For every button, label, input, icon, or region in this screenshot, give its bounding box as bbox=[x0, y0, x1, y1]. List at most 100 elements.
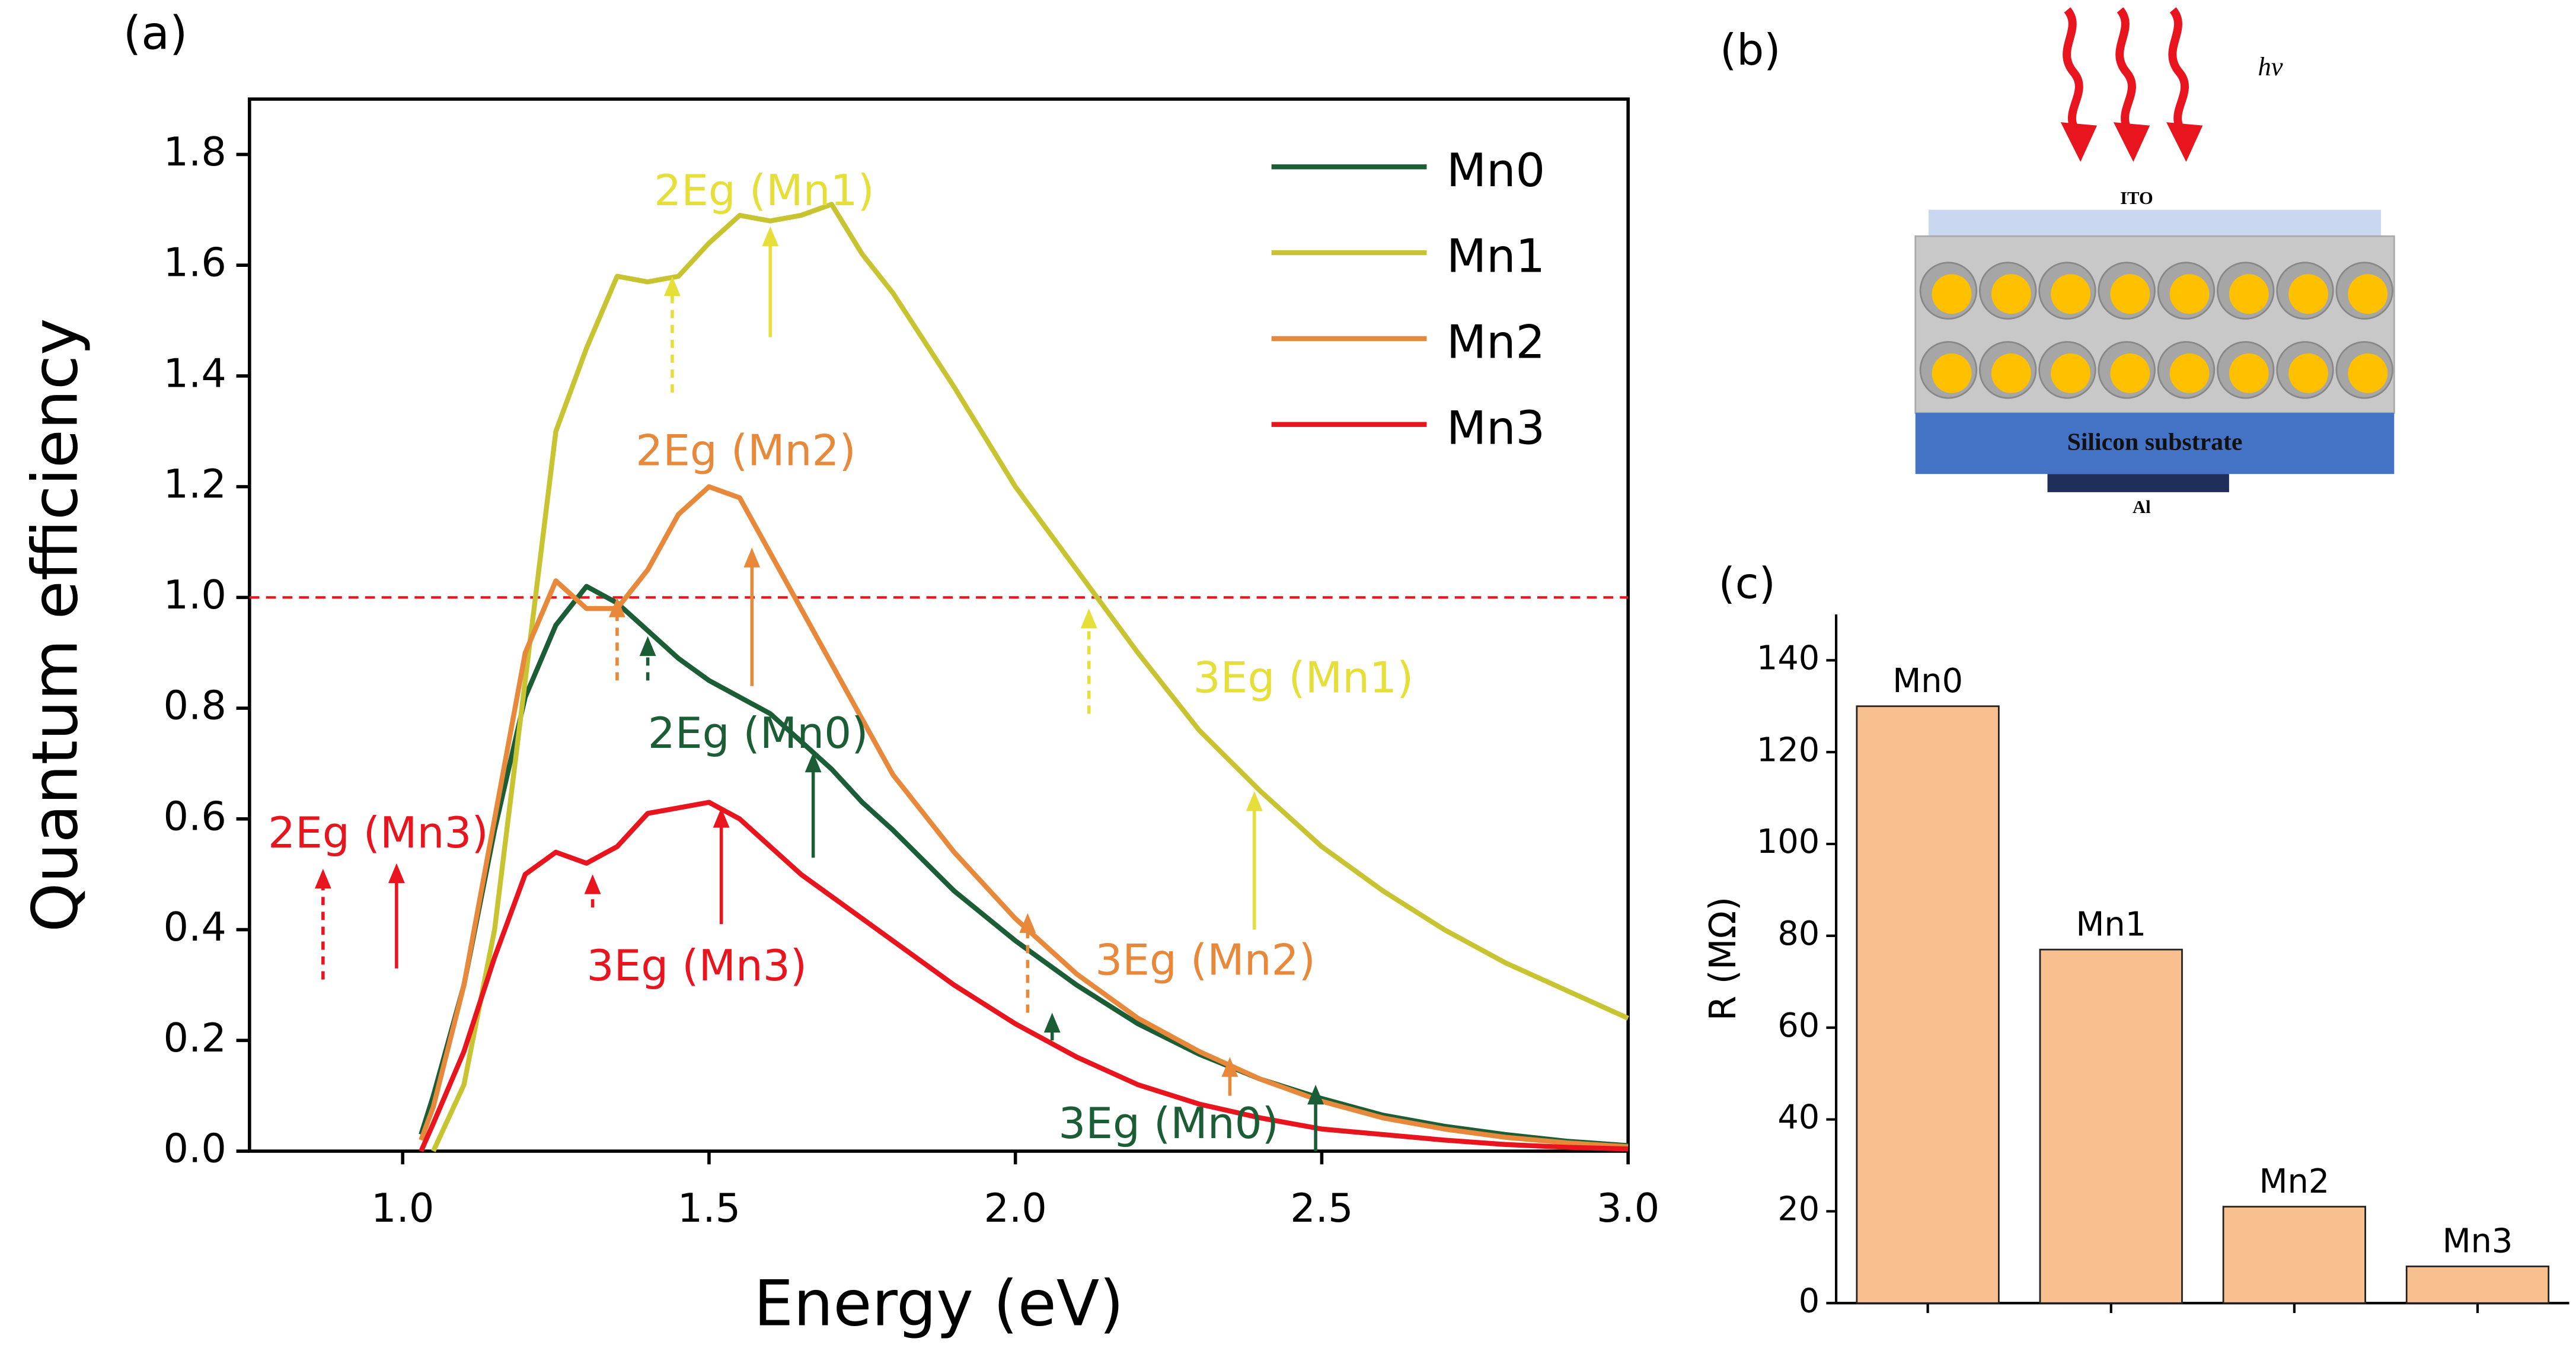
light-arrow bbox=[2166, 10, 2202, 162]
annotation: 3Eg (Mn1) bbox=[1193, 653, 1414, 703]
energy-arrow bbox=[639, 636, 656, 681]
nanoparticles bbox=[1919, 262, 2393, 399]
particle-core bbox=[2229, 274, 2269, 314]
arrow-head bbox=[762, 226, 779, 247]
particle-core bbox=[2110, 353, 2150, 393]
y-tick-label: 120 bbox=[1757, 731, 1820, 769]
particle-core bbox=[2288, 274, 2328, 314]
y-tick-label: 100 bbox=[1757, 823, 1820, 861]
particle-core bbox=[2110, 274, 2150, 314]
x-tick-label: 1.5 bbox=[678, 1185, 740, 1231]
energy-arrow bbox=[1019, 913, 1036, 1013]
y-tick-label: 1.4 bbox=[164, 350, 226, 396]
legend-label: Mn1 bbox=[1447, 230, 1545, 283]
x-tick-label: 1.0 bbox=[371, 1185, 434, 1231]
light-arrow bbox=[2114, 10, 2150, 162]
light-arrow bbox=[2061, 10, 2097, 162]
energy-arrow bbox=[805, 752, 822, 858]
annotation: 2Eg (Mn1) bbox=[654, 166, 874, 216]
substrate-layer bbox=[1915, 413, 2395, 474]
y-axis-title: Quantum efficiency bbox=[18, 318, 91, 932]
arrow-head bbox=[584, 874, 601, 894]
arrow-head bbox=[1080, 608, 1097, 629]
arrow-head bbox=[743, 547, 761, 568]
x-tick-label: 3.0 bbox=[1597, 1185, 1659, 1231]
layer-label: Al bbox=[2133, 497, 2151, 517]
energy-arrow bbox=[664, 276, 681, 393]
arrow-head bbox=[713, 808, 730, 828]
electrode-layer bbox=[2047, 474, 2229, 492]
energy-arrow bbox=[609, 597, 625, 681]
bar bbox=[2222, 1206, 2367, 1304]
y-tick-label: 1.2 bbox=[164, 461, 226, 507]
layer-label: ITO bbox=[2120, 188, 2153, 208]
arrow-head bbox=[1043, 1012, 1061, 1033]
arrow-head bbox=[1221, 1057, 1238, 1077]
panel-label: (a) bbox=[123, 7, 188, 60]
particle-core bbox=[1932, 353, 1972, 393]
annotation: 3Eg (Mn0) bbox=[1058, 1099, 1279, 1149]
y-axis-title: R (MΩ) bbox=[1702, 897, 1744, 1021]
y-tick-label: 1.6 bbox=[164, 240, 226, 286]
arrow-head bbox=[1307, 1084, 1324, 1105]
x-tick-label: 2.5 bbox=[1290, 1185, 1353, 1231]
series-line bbox=[419, 584, 1629, 1148]
bar-category-label: Mn1 bbox=[2076, 905, 2146, 944]
arrow-head bbox=[314, 868, 331, 889]
particle-core bbox=[2051, 274, 2090, 314]
particle-core bbox=[2169, 274, 2210, 314]
particle-core bbox=[2288, 353, 2328, 393]
arrow-head bbox=[664, 276, 681, 297]
energy-arrow bbox=[1080, 608, 1097, 714]
legend-label: Mn0 bbox=[1447, 144, 1545, 197]
annotation: 2Eg (Mn3) bbox=[268, 808, 489, 858]
legend-label: Mn3 bbox=[1447, 402, 1545, 455]
arrow-head bbox=[1246, 791, 1263, 811]
energy-arrow bbox=[743, 547, 761, 686]
particle-core bbox=[1991, 274, 2031, 314]
y-tick-label: 0.8 bbox=[164, 683, 226, 729]
panel-label: (b) bbox=[1720, 26, 1780, 75]
particle-core bbox=[2348, 353, 2388, 393]
y-tick-label: 1.8 bbox=[164, 129, 226, 175]
annotation: 2Eg (Mn0) bbox=[648, 709, 869, 759]
energy-arrow bbox=[762, 226, 779, 337]
particle-core bbox=[2348, 274, 2388, 314]
arrow-head bbox=[639, 636, 656, 657]
y-tick-label: 60 bbox=[1777, 1006, 1820, 1045]
y-tick-label: 140 bbox=[1757, 639, 1820, 678]
annotation: 2Eg (Mn2) bbox=[636, 426, 856, 476]
x-tick-label: 2.0 bbox=[984, 1185, 1047, 1231]
arrow-head bbox=[388, 863, 405, 883]
energy-arrow bbox=[1307, 1084, 1324, 1152]
energy-arrow bbox=[584, 874, 601, 908]
particle-core bbox=[2051, 353, 2090, 393]
legend-label: Mn2 bbox=[1447, 316, 1545, 369]
plot-frame bbox=[248, 97, 1630, 1153]
energy-arrow bbox=[388, 863, 405, 968]
series-line bbox=[431, 202, 1629, 1152]
y-tick-label: 0.2 bbox=[164, 1015, 226, 1061]
particle-core bbox=[2229, 353, 2269, 393]
y-tick-label: 20 bbox=[1777, 1190, 1820, 1229]
bar bbox=[2039, 948, 2183, 1304]
energy-arrow bbox=[1043, 1012, 1061, 1041]
particle-core bbox=[1932, 274, 1972, 314]
particle-core bbox=[2169, 353, 2210, 393]
y-tick-label: 0.6 bbox=[164, 793, 226, 839]
annotation: 3Eg (Mn3) bbox=[586, 941, 807, 991]
energy-arrow bbox=[1246, 791, 1263, 930]
layer-label: Silicon substrate bbox=[2067, 429, 2243, 456]
energy-arrow bbox=[1221, 1057, 1238, 1096]
series-line bbox=[419, 484, 1629, 1149]
bar bbox=[2405, 1265, 2550, 1304]
arrow-head bbox=[805, 752, 822, 773]
bar bbox=[1856, 705, 2000, 1304]
panel-label: (c) bbox=[1719, 559, 1776, 609]
particle-core bbox=[1991, 353, 2031, 393]
y-tick-label: 0.4 bbox=[164, 904, 226, 950]
energy-arrow bbox=[713, 808, 730, 925]
bar-category-label: Mn3 bbox=[2443, 1222, 2513, 1260]
y-tick-label: 40 bbox=[1777, 1098, 1820, 1137]
